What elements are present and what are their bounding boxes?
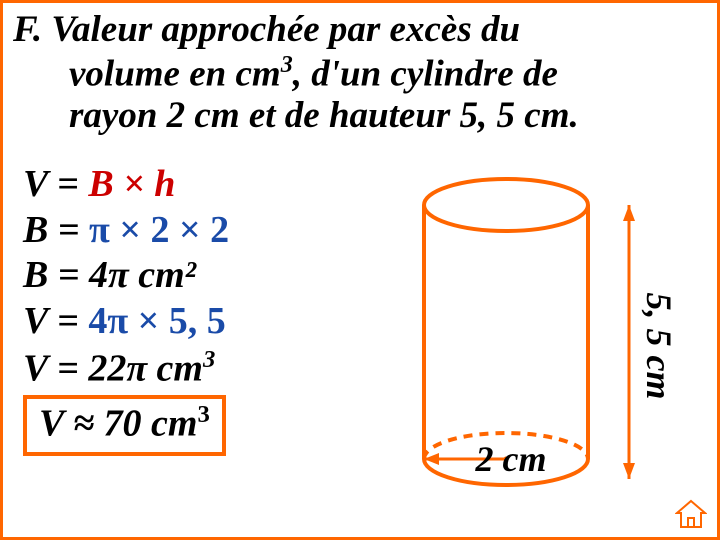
formula-v-22pi: V = 22π cm3 <box>23 346 229 391</box>
question-line-1: F. Valeur approchée par excès du <box>13 9 707 52</box>
formula-b-4pi: B = 4π cm² <box>23 254 229 298</box>
final-answer-box: V ≈ 70 cm3 <box>23 395 226 456</box>
cylinder-diagram: 5, 5 cm 2 cm <box>411 171 681 501</box>
formula-b-pi22: B = π × 2 × 2 <box>23 209 229 253</box>
height-label: 5, 5 cm <box>639 293 679 400</box>
formula-v-bh: V = B × h <box>23 163 229 207</box>
radius-label: 2 cm <box>475 439 547 479</box>
question-line-2: volume en cm3, d'un cylindre de <box>13 52 707 96</box>
formula-v-4pi55: V = 4π × 5, 5 <box>23 300 229 344</box>
question-text: F. Valeur approchée par excès du volume … <box>3 3 717 138</box>
home-icon[interactable] <box>675 499 707 529</box>
question-line-3: rayon 2 cm et de hauteur 5, 5 cm. <box>13 95 707 138</box>
formula-block: V = B × h B = π × 2 × 2 B = 4π cm² V = 4… <box>23 163 229 458</box>
